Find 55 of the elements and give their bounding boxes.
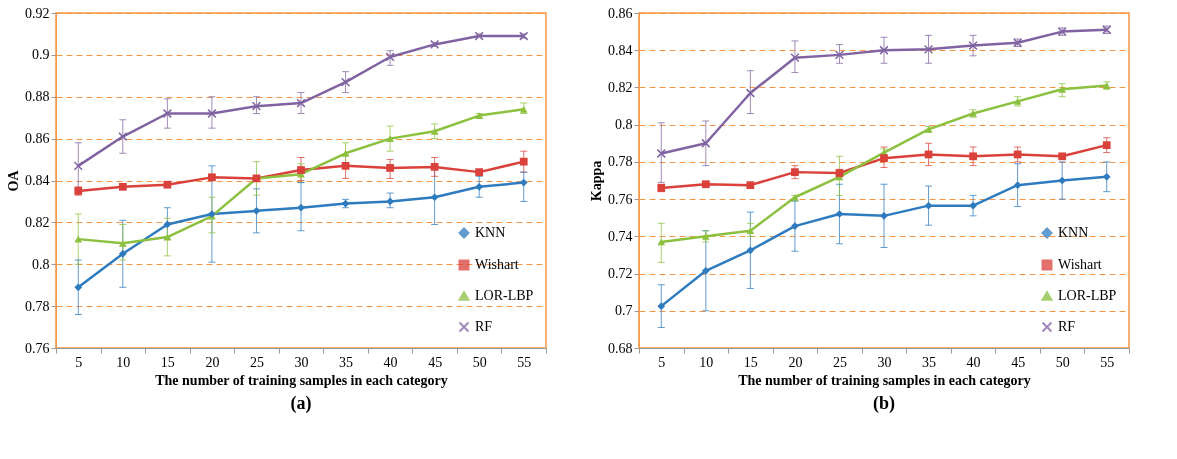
x-tick-label: 30 xyxy=(877,354,892,370)
y-tick-label: 0.68 xyxy=(608,340,633,356)
x-tick-label: 40 xyxy=(383,354,398,370)
x-tick-label: 30 xyxy=(294,354,309,370)
y-tick-label: 0.92 xyxy=(25,5,50,21)
x-tick-label: 10 xyxy=(699,354,714,370)
legend-label: LOR-LBP xyxy=(475,288,534,303)
x-tick-label: 5 xyxy=(75,354,83,370)
y-tick-label: 0.7 xyxy=(615,303,633,319)
y-tick-label: 0.74 xyxy=(608,228,633,244)
x-tick-label: 20 xyxy=(205,354,220,370)
x-tick-label: 25 xyxy=(249,354,264,370)
y-axis-title: Kappa xyxy=(589,160,604,202)
y-tick-label: 0.84 xyxy=(25,173,50,188)
legend-label: Wishart xyxy=(475,257,519,272)
x-tick-label: 15 xyxy=(160,354,175,370)
y-tick-label: 0.82 xyxy=(608,79,633,95)
x-tick-label: 25 xyxy=(832,354,847,370)
y-tick-label: 0.8 xyxy=(615,117,633,133)
legend-label: RF xyxy=(475,319,493,334)
text: (a) xyxy=(290,393,312,414)
text: (b) xyxy=(873,393,895,414)
x-tick-label: 35 xyxy=(922,354,937,370)
x-tick-label: 5 xyxy=(658,354,666,370)
legend-label: KNN xyxy=(475,225,506,240)
legend-label: LOR-LBP xyxy=(1058,288,1117,303)
y-tick-label: 0.88 xyxy=(25,89,50,105)
y-tick-label: 0.76 xyxy=(25,340,50,356)
x-tick-label: 20 xyxy=(788,354,803,370)
x-axis-title: The number of training samples in each category xyxy=(155,372,448,388)
y-tick-label: 0.76 xyxy=(608,191,633,207)
legend-label: KNN xyxy=(1058,225,1089,240)
x-tick-label: 10 xyxy=(116,354,131,370)
legend-label: RF xyxy=(1058,319,1076,334)
y-tick-label: 0.82 xyxy=(25,214,50,230)
y-tick-label: 0.86 xyxy=(25,131,50,147)
x-tick-label: 50 xyxy=(1055,354,1070,370)
y-tick-label: 0.86 xyxy=(608,5,633,21)
x-tick-label: 55 xyxy=(1100,354,1115,370)
x-tick-label: 35 xyxy=(339,354,354,370)
y-axis-title: OA xyxy=(6,169,21,192)
y-tick-label: 0.9 xyxy=(32,47,50,63)
y-tick-label: 0.78 xyxy=(25,298,50,314)
y-tick-label: 0.78 xyxy=(608,154,633,170)
x-axis-title: The number of training samples in each category xyxy=(738,372,1031,388)
y-tick-label: 0.72 xyxy=(608,266,633,282)
x-tick-label: 45 xyxy=(428,354,443,370)
legend-label: Wishart xyxy=(1058,257,1102,272)
x-tick-label: 40 xyxy=(966,354,981,370)
y-tick-label: 0.84 xyxy=(608,42,633,58)
x-tick-label: 15 xyxy=(743,354,758,370)
x-tick-label: 50 xyxy=(472,354,487,370)
y-tick-label: 0.8 xyxy=(32,256,50,272)
x-tick-label: 55 xyxy=(517,354,532,370)
x-tick-label: 45 xyxy=(1011,354,1026,370)
